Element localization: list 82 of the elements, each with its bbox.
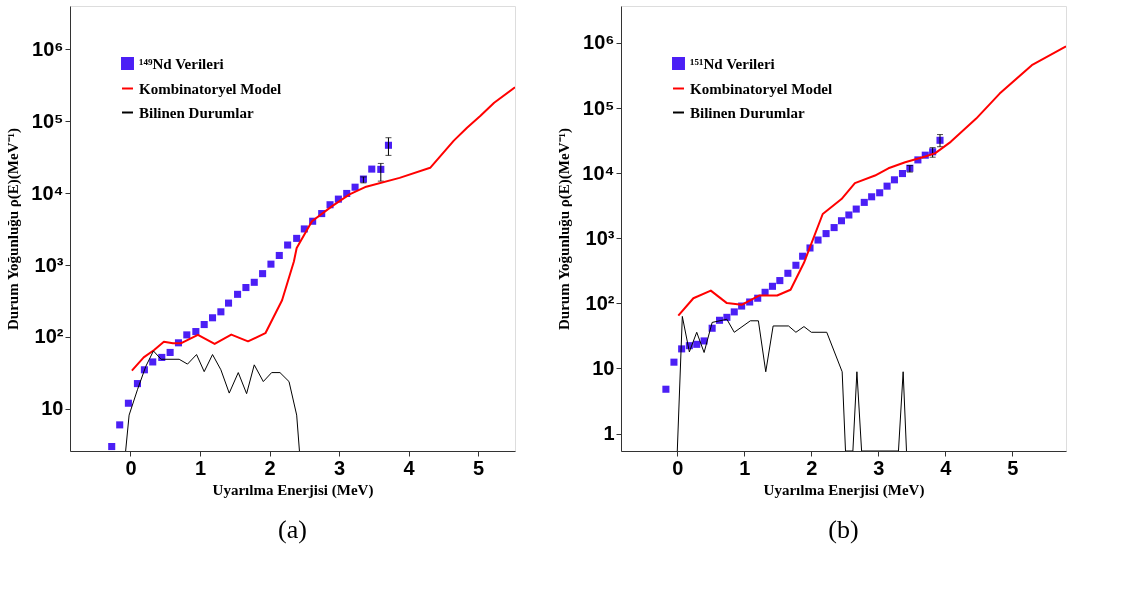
point [200, 321, 208, 329]
point [250, 278, 258, 286]
y-tick-label: 10⁶ [583, 31, 615, 54]
legend-label: ¹⁴⁹Nd Verileri [139, 55, 224, 72]
point [845, 211, 853, 219]
y-tick-label: 10² [585, 291, 615, 314]
point [868, 193, 876, 201]
point [784, 269, 792, 277]
line-series [677, 45, 1066, 317]
point [822, 230, 830, 238]
y-tick-label: 10² [34, 325, 64, 348]
point [792, 261, 800, 269]
y-tick-label: 1 [603, 422, 615, 445]
x-tick-label: 2 [264, 456, 276, 479]
line-series [130, 86, 515, 372]
x-tick-label: 0 [125, 456, 137, 479]
text: (b) [828, 515, 859, 544]
y-tick-label: 10⁵ [582, 96, 615, 119]
x-axis-title: Uyarılma Enerjisi (MeV) [212, 481, 374, 499]
point [662, 385, 670, 393]
point [116, 421, 124, 429]
y-tick-label: 10⁶ [32, 37, 64, 60]
point [259, 270, 267, 278]
point [898, 170, 907, 178]
y-tick-label: 10³ [585, 226, 615, 249]
point [234, 290, 242, 298]
y-tick-label: 10⁴ [582, 161, 615, 184]
point [776, 277, 784, 285]
y-tick-label: 10 [592, 356, 615, 379]
point [368, 165, 376, 173]
point [852, 205, 860, 213]
point [293, 234, 301, 242]
legend-label: Kombinatoryel Model [690, 80, 833, 97]
point [242, 284, 250, 292]
y-tick-label: 10³ [34, 253, 64, 276]
point [183, 331, 191, 339]
point [693, 340, 701, 348]
x-tick-label: 1 [194, 456, 207, 479]
x-axis-title: Uyarılma Enerjisi (MeV) [763, 481, 925, 499]
x-tick-label: 3 [873, 456, 885, 479]
y-tick-label: 10 [41, 397, 64, 420]
y-tick-label: 10⁴ [31, 181, 64, 204]
x-tick-label: 4 [403, 456, 416, 479]
x-tick-label: 2 [806, 456, 818, 479]
x-tick-label: 4 [940, 456, 953, 479]
point [166, 348, 174, 356]
x-tick-label: 5 [473, 456, 485, 479]
y-tick-label: 10⁵ [31, 109, 64, 132]
legend-label: Bilinen Durumlar [139, 104, 254, 121]
point [108, 442, 116, 451]
point [883, 182, 891, 190]
legend-label: Bilinen Durumlar [690, 104, 805, 121]
point [267, 260, 275, 268]
point [890, 176, 898, 184]
point [149, 358, 157, 366]
line-series [676, 315, 907, 451]
point [860, 198, 868, 206]
point [192, 328, 200, 336]
point [830, 224, 838, 232]
legend-label: ¹⁵¹Nd Verileri [690, 55, 775, 72]
x-tick-label: 1 [739, 456, 751, 479]
y-axis-title: Durum Yoğunluğu ρ(E)(MeV⁻¹) [5, 128, 23, 330]
point [730, 308, 738, 316]
point [209, 314, 217, 322]
point [876, 189, 884, 197]
point [284, 241, 292, 249]
legend-label: Kombinatoryel Model [139, 80, 282, 97]
x-tick-label: 3 [334, 456, 346, 479]
point [670, 358, 678, 366]
point [814, 236, 822, 244]
x-tick-label: 0 [672, 456, 684, 479]
point [217, 308, 225, 316]
y-axis-title: Durum Yoğunluğu ρ(E)(MeV⁻¹) [556, 128, 574, 330]
text: (a) [278, 515, 307, 544]
point [351, 183, 359, 191]
point [837, 217, 846, 225]
point [275, 251, 283, 259]
point [768, 282, 776, 290]
point [124, 399, 132, 407]
x-tick-label: 5 [1007, 456, 1019, 479]
point [225, 299, 233, 307]
line-series [125, 350, 300, 451]
